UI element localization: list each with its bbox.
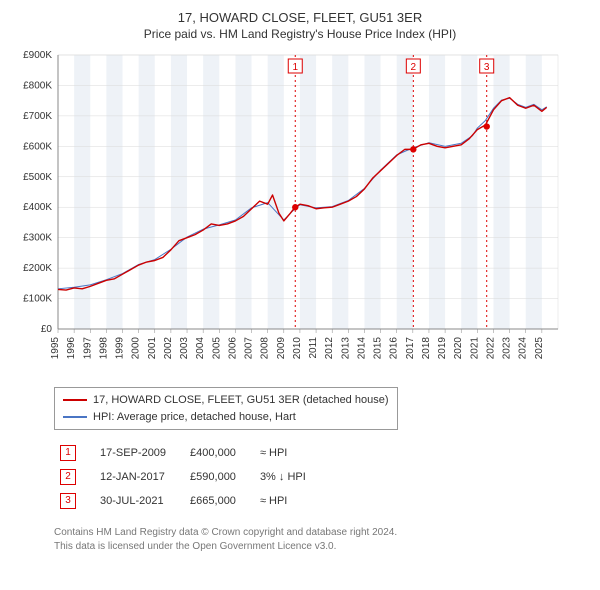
svg-text:1998: 1998 [98, 337, 109, 360]
sale-rel: ≈ HPI [256, 442, 324, 464]
page-title: 17, HOWARD CLOSE, FLEET, GU51 3ER [10, 10, 590, 25]
legend-row: HPI: Average price, detached house, Hart [63, 409, 389, 426]
svg-text:1999: 1999 [115, 337, 126, 360]
svg-text:2013: 2013 [340, 337, 351, 360]
svg-text:2021: 2021 [469, 337, 480, 360]
svg-text:1: 1 [292, 62, 298, 73]
svg-text:2020: 2020 [453, 337, 464, 360]
svg-text:£500K: £500K [23, 172, 52, 183]
sale-date: 17-SEP-2009 [96, 442, 184, 464]
svg-text:2014: 2014 [356, 337, 367, 360]
svg-text:2000: 2000 [131, 337, 142, 360]
legend-label: 17, HOWARD CLOSE, FLEET, GU51 3ER (detac… [93, 392, 389, 409]
svg-text:1997: 1997 [82, 337, 93, 360]
sale-marker: 1 [60, 445, 76, 461]
svg-text:2017: 2017 [405, 337, 416, 360]
sale-price: £400,000 [186, 442, 254, 464]
chart-svg: £0 £100K £200K £300K £400K £500K £600K £700K £80… [10, 49, 570, 379]
svg-text:2003: 2003 [179, 337, 190, 360]
price-chart: £0 £100K £200K £300K £400K £500K £600K £700K £80… [10, 49, 590, 379]
svg-text:2006: 2006 [227, 337, 238, 360]
svg-text:£700K: £700K [23, 111, 52, 122]
svg-text:2001: 2001 [147, 337, 158, 360]
sales-table: 117-SEP-2009£400,000≈ HPI212-JAN-2017£59… [54, 440, 326, 514]
svg-text:2002: 2002 [163, 337, 174, 360]
svg-text:2011: 2011 [308, 337, 319, 359]
svg-text:£900K: £900K [23, 50, 52, 61]
legend-label: HPI: Average price, detached house, Hart [93, 409, 296, 426]
sale-date: 30-JUL-2021 [96, 490, 184, 512]
svg-text:2022: 2022 [485, 337, 496, 360]
svg-text:£100K: £100K [23, 294, 52, 305]
svg-text:2: 2 [411, 62, 417, 73]
svg-text:2008: 2008 [260, 337, 271, 360]
svg-text:2023: 2023 [502, 337, 513, 360]
sale-price: £590,000 [186, 466, 254, 488]
svg-text:3: 3 [484, 62, 490, 73]
svg-text:£800K: £800K [23, 80, 52, 91]
sale-rel: 3% ↓ HPI [256, 466, 324, 488]
page-subtitle: Price paid vs. HM Land Registry's House … [10, 27, 590, 41]
svg-text:2012: 2012 [324, 337, 335, 360]
svg-text:2019: 2019 [437, 337, 448, 360]
legend-swatch [63, 399, 87, 401]
svg-text:2015: 2015 [373, 337, 384, 360]
svg-text:£300K: £300K [23, 233, 52, 244]
svg-text:£400K: £400K [23, 202, 52, 213]
legend-swatch [63, 416, 87, 418]
svg-text:2024: 2024 [518, 337, 529, 360]
svg-text:2018: 2018 [421, 337, 432, 360]
sale-marker: 3 [60, 493, 76, 509]
svg-text:1995: 1995 [50, 337, 61, 360]
sale-rel: ≈ HPI [256, 490, 324, 512]
svg-text:2005: 2005 [211, 337, 222, 360]
table-row: 3 30-JUL-2021£665,000≈ HPI [56, 490, 324, 512]
table-row: 1 17-SEP-2009£400,000≈ HPI [56, 442, 324, 464]
svg-text:£200K: £200K [23, 263, 52, 274]
footer-line2: This data is licensed under the Open Gov… [54, 540, 590, 554]
svg-text:1996: 1996 [66, 337, 77, 360]
sale-price: £665,000 [186, 490, 254, 512]
svg-text:2004: 2004 [195, 337, 206, 360]
legend-row: 17, HOWARD CLOSE, FLEET, GU51 3ER (detac… [63, 392, 389, 409]
footer: Contains HM Land Registry data © Crown c… [54, 526, 590, 553]
footer-line1: Contains HM Land Registry data © Crown c… [54, 526, 590, 540]
svg-text:2007: 2007 [244, 337, 255, 360]
svg-text:2009: 2009 [276, 337, 287, 360]
svg-text:£600K: £600K [23, 141, 52, 152]
legend: 17, HOWARD CLOSE, FLEET, GU51 3ER (detac… [54, 387, 398, 430]
svg-text:2010: 2010 [292, 337, 303, 360]
svg-text:£0: £0 [41, 324, 53, 335]
svg-text:2025: 2025 [534, 337, 545, 360]
svg-text:2016: 2016 [389, 337, 400, 360]
sale-date: 12-JAN-2017 [96, 466, 184, 488]
sale-marker: 2 [60, 469, 76, 485]
table-row: 2 12-JAN-2017£590,0003% ↓ HPI [56, 466, 324, 488]
